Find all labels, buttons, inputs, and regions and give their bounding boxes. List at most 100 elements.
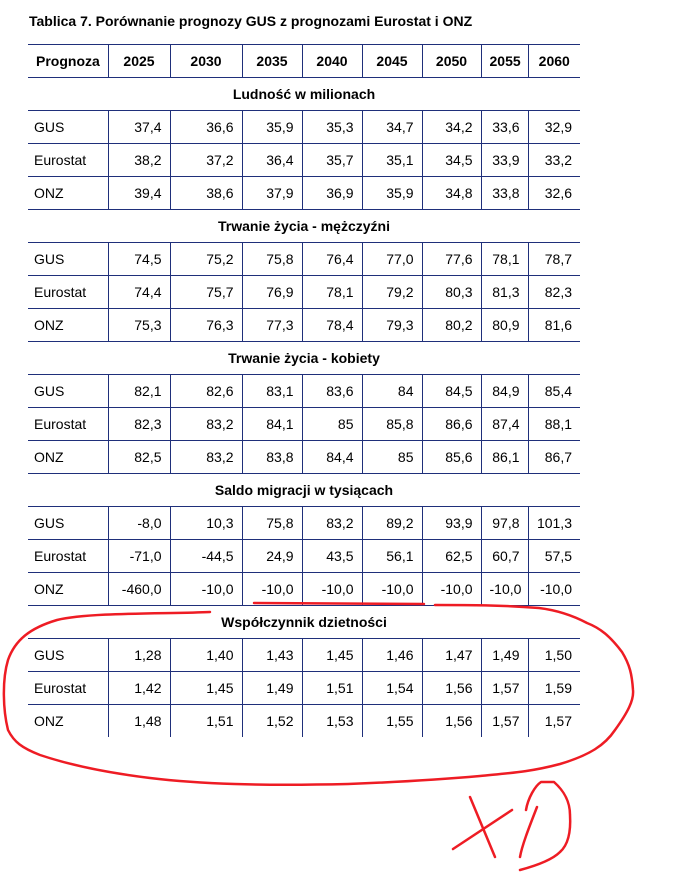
- table-cell: 1,55: [361, 704, 422, 737]
- table-cell: 83,6: [301, 374, 362, 408]
- table-cell: 83,2: [169, 407, 242, 441]
- table-cell: 79,3: [361, 308, 422, 342]
- table-cell: 78,7: [527, 242, 580, 276]
- table-cell: 1,57: [480, 704, 528, 737]
- column-header-year: 2045: [361, 44, 422, 78]
- table-cell: 82,6: [169, 374, 242, 408]
- table-cell: 76,3: [169, 308, 242, 342]
- section-header-row: Trwanie życia - mężczyźni: [28, 209, 580, 243]
- table-cell: 83,8: [241, 440, 302, 474]
- table-cell: 101,3: [527, 506, 580, 540]
- table-cell: -10,0: [421, 572, 481, 606]
- section-header-row: Współczynnik dzietności: [28, 605, 580, 639]
- table-cell: 24,9: [241, 539, 302, 573]
- table-cell: 77,0: [361, 242, 422, 276]
- column-header-year: 2035: [241, 44, 302, 78]
- table-cell: 76,4: [301, 242, 362, 276]
- table-cell: -460,0: [107, 572, 170, 606]
- row-label: GUS: [28, 506, 108, 540]
- table-cell: 38,2: [107, 143, 170, 177]
- row-label: ONZ: [28, 572, 108, 606]
- section-title: Saldo migracji w tysiącach: [28, 473, 580, 507]
- table-cell: 36,9: [301, 176, 362, 210]
- table-cell: 84,5: [421, 374, 481, 408]
- table-cell: 10,3: [169, 506, 242, 540]
- row-label: Eurostat: [28, 671, 108, 705]
- table-row: Eurostat 1,42 1,45 1,49 1,51 1,54 1,56 1,57 1,59: [28, 671, 580, 705]
- table-cell: -71,0: [107, 539, 170, 573]
- table-cell: 76,9: [241, 275, 302, 309]
- header-row: Prognoza 2025 2030 2035 2040 2045 2050 2055 2060: [28, 44, 580, 78]
- table-cell: 86,7: [527, 440, 580, 474]
- column-header-year: 2030: [169, 44, 242, 78]
- table-cell: 83,2: [301, 506, 362, 540]
- table-cell: -44,5: [169, 539, 242, 573]
- table-row: ONZ 1,48 1,51 1,52 1,53 1,55 1,56 1,57 1,57: [28, 704, 580, 737]
- table-cell: 1,57: [527, 704, 580, 737]
- table-cell: 85,8: [361, 407, 422, 441]
- table-cell: 75,8: [241, 242, 302, 276]
- row-label: Eurostat: [28, 275, 108, 309]
- table-cell: 79,2: [361, 275, 422, 309]
- table-cell: 85: [361, 440, 422, 474]
- column-header-year: 2040: [301, 44, 362, 78]
- x-letter-scribble: [451, 795, 514, 859]
- table-cell: 57,5: [527, 539, 580, 573]
- table-cell: 84,1: [241, 407, 302, 441]
- table-cell: 34,8: [421, 176, 481, 210]
- section-title: Ludność w milionach: [28, 77, 580, 111]
- table-cell: 82,5: [107, 440, 170, 474]
- table-cell: 1,54: [361, 671, 422, 705]
- row-label: ONZ: [28, 440, 108, 474]
- table-row: ONZ 75,3 76,3 77,3 78,4 79,3 80,2 80,9 81,6: [28, 308, 580, 342]
- table-cell: 84,4: [301, 440, 362, 474]
- table-cell: 82,3: [527, 275, 580, 309]
- table-row: Eurostat -71,0 -44,5 24,9 43,5 56,1 62,5 60,7 57…: [28, 539, 580, 573]
- table-cell: 1,49: [241, 671, 302, 705]
- table-cell: 77,3: [241, 308, 302, 342]
- table-cell: 86,6: [421, 407, 481, 441]
- table-cell: 1,43: [241, 638, 302, 672]
- table-cell: 1,51: [169, 704, 242, 737]
- table-row: ONZ -460,0 -10,0 -10,0 -10,0 -10,0 -10,0 -10,0-…: [28, 572, 580, 606]
- table-row: Eurostat 82,3 83,2 84,1 85 85,8 86,6 87,4 88,1: [28, 407, 580, 441]
- row-label: GUS: [28, 110, 108, 144]
- table-cell: 35,3: [301, 110, 362, 144]
- table-row: ONZ 82,5 83,2 83,8 84,4 85 85,6 86,1 86,7: [28, 440, 580, 474]
- table-cell: 83,2: [169, 440, 242, 474]
- row-label: ONZ: [28, 308, 108, 342]
- row-label: GUS: [28, 638, 108, 672]
- section-header-row: Trwanie życia - kobiety: [28, 341, 580, 375]
- table-cell: -10,0: [527, 572, 580, 606]
- table-cell: 32,6: [527, 176, 580, 210]
- table-cell: 85,4: [527, 374, 580, 408]
- table-cell: 75,2: [169, 242, 242, 276]
- table-row: Eurostat 38,2 37,2 36,4 35,7 35,1 34,5 33,9 33,2: [28, 143, 580, 177]
- table-row: GUS 37,4 36,6 35,9 35,3 34,7 34,2 33,6 32,9: [28, 110, 580, 144]
- table-cell: 78,1: [480, 242, 528, 276]
- table-cell: 33,2: [527, 143, 580, 177]
- table-cell: 35,9: [241, 110, 302, 144]
- table-cell: 81,3: [480, 275, 528, 309]
- table-cell: 1,49: [480, 638, 528, 672]
- table-cell: 74,4: [107, 275, 170, 309]
- row-label: ONZ: [28, 176, 108, 210]
- table-cell: 60,7: [480, 539, 528, 573]
- table-row: GUS -8,0 10,3 75,8 83,2 89,2 93,9 97,8 101,3: [28, 506, 580, 540]
- table-cell: 78,1: [301, 275, 362, 309]
- table-cell: 1,56: [421, 704, 481, 737]
- table-row: GUS 74,5 75,2 75,8 76,4 77,0 77,6 78,1 78,7: [28, 242, 580, 276]
- table-cell: -10,0: [361, 572, 422, 606]
- section-header-row: Saldo migracji w tysiącach: [28, 473, 580, 507]
- table-cell: 87,4: [480, 407, 528, 441]
- table-cell: 85,6: [421, 440, 481, 474]
- table-cell: 75,3: [107, 308, 170, 342]
- table-cell: 34,5: [421, 143, 481, 177]
- row-label: Eurostat: [28, 539, 108, 573]
- table-cell: 1,57: [480, 671, 528, 705]
- table-cell: 1,28: [107, 638, 170, 672]
- table-cell: 81,6: [527, 308, 580, 342]
- table-cell: 1,40: [169, 638, 242, 672]
- table-cell: 85: [301, 407, 362, 441]
- table-cell: 36,4: [241, 143, 302, 177]
